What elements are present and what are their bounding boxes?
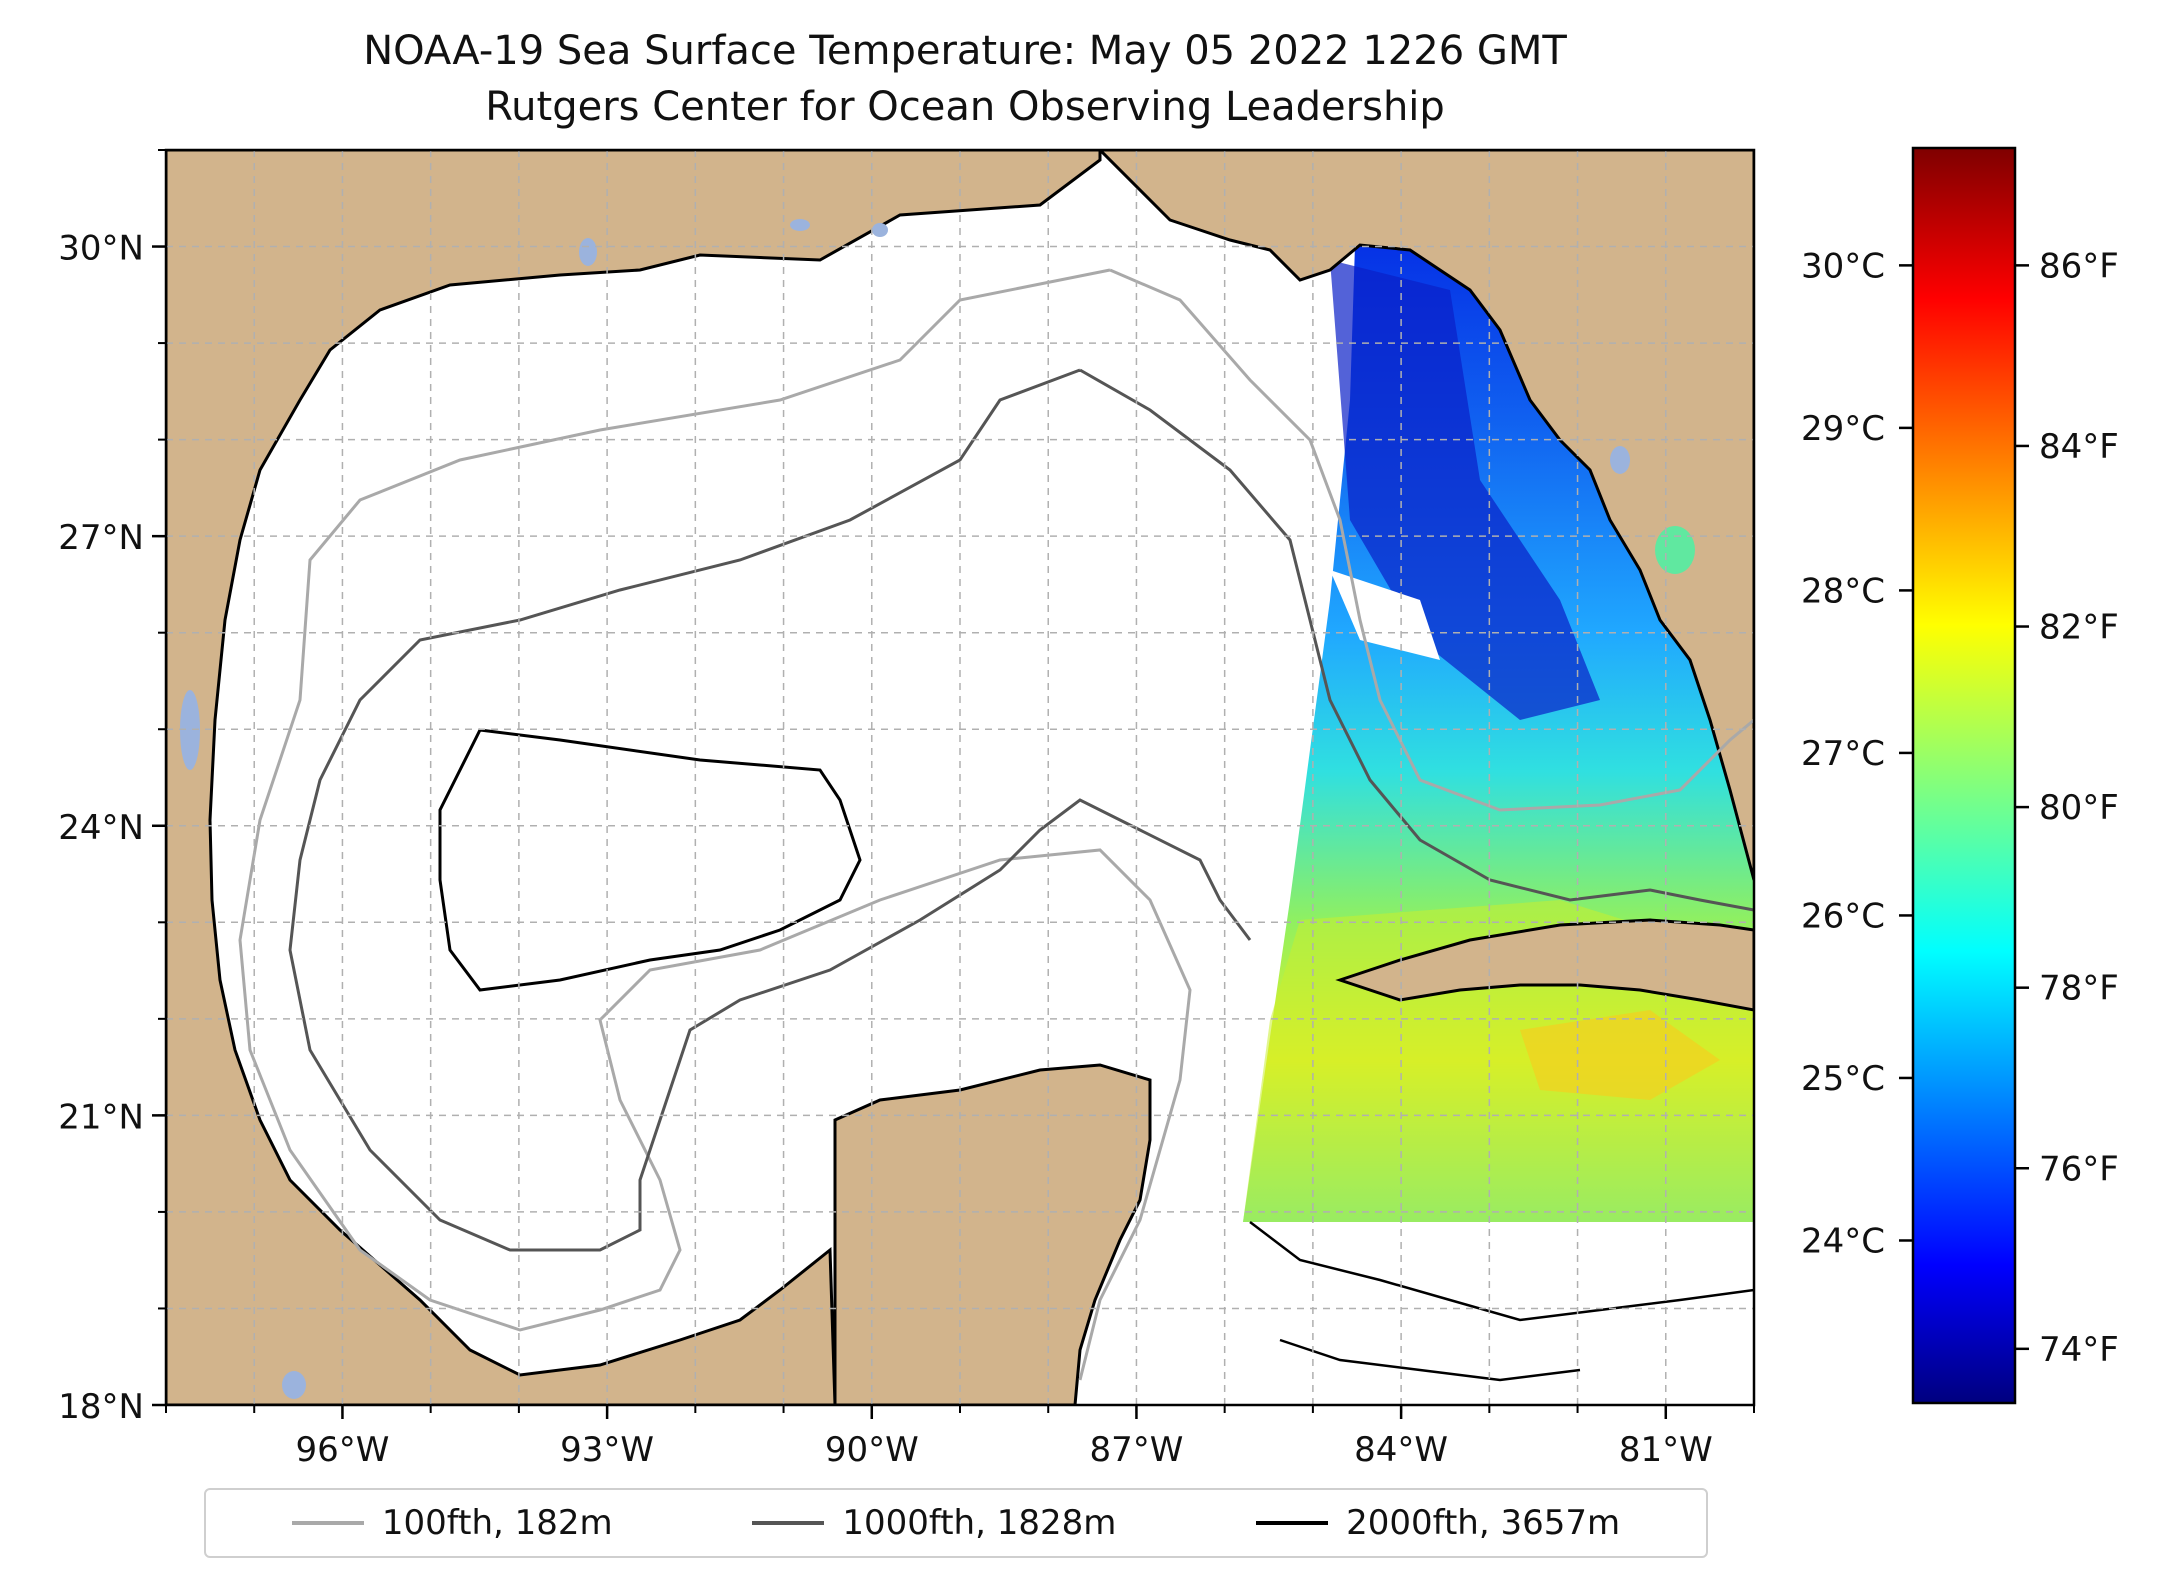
land-north-america-west xyxy=(166,150,1102,1405)
land xyxy=(166,150,1754,1405)
colorbar-c-label: 30°C xyxy=(1801,246,1885,286)
lat-tick-label: 18°N xyxy=(58,1387,144,1427)
lon-tick-label: 93°W xyxy=(560,1430,654,1470)
chart-title: NOAA-19 Sea Surface Temperature: May 05 … xyxy=(363,28,1567,74)
chart-subtitle: Rutgers Center for Ocean Observing Leade… xyxy=(485,84,1445,130)
lon-tick-label: 96°W xyxy=(295,1430,389,1470)
legend-item-100fth: 100fth, 182m xyxy=(291,1503,613,1543)
lat-tick-label: 27°N xyxy=(58,518,144,558)
lat-tick-label: 21°N xyxy=(58,1097,144,1137)
land-florida xyxy=(1097,150,1754,881)
legend-swatch-2000fth xyxy=(1256,1521,1329,1525)
colorbar-c-label: 24°C xyxy=(1801,1221,1885,1261)
lon-tick-label: 81°W xyxy=(1619,1430,1713,1470)
lon-tick-label: 84°W xyxy=(1354,1430,1448,1470)
legend-label-1000fth: 1000fth, 1828m xyxy=(842,1503,1117,1543)
legend-label-2000fth: 2000fth, 3657m xyxy=(1346,1503,1621,1543)
colorbar-f-label: 76°F xyxy=(2039,1149,2119,1189)
lat-tick-label: 30°N xyxy=(58,229,144,269)
colorbar-f-label: 86°F xyxy=(2039,246,2119,286)
colorbar-ticks: 86°F 84°F 82°F 80°F 78°F 76°F 74°F 30°C 29°C 28°C… xyxy=(1801,246,2119,1369)
land-yucatan xyxy=(833,1063,1152,1405)
colorbar-f-label: 82°F xyxy=(2039,608,2119,648)
lon-tick-label: 87°W xyxy=(1089,1430,1183,1470)
colorbar-c-label: 26°C xyxy=(1801,896,1885,936)
lat-tick-label: 24°N xyxy=(58,808,144,848)
lakes xyxy=(180,219,1695,1399)
colorbar-c-label: 29°C xyxy=(1801,409,1885,449)
colorbar-f-label: 74°F xyxy=(2039,1330,2119,1370)
lon-tick-label: 90°W xyxy=(825,1430,919,1470)
land-cuba xyxy=(1335,918,1754,1012)
colorbar-f-label: 80°F xyxy=(2039,788,2119,828)
legend-item-1000fth: 1000fth, 1828m xyxy=(752,1503,1116,1543)
colorbar-f-label: 78°F xyxy=(2039,969,2119,1009)
colorbar-f-label: 84°F xyxy=(2039,427,2119,467)
map-layers xyxy=(166,150,1754,1405)
legend-item-2000fth: 2000fth, 3657m xyxy=(1256,1503,1620,1543)
colorbar-gradient xyxy=(1911,146,2017,1405)
axis-ticks: 30°N 27°N 24°N 21°N 18°N 96°W 93°W 90°W 87°W 84°W… xyxy=(58,149,1755,1470)
grid-lines xyxy=(166,150,1754,1405)
colorbar-c-label: 27°C xyxy=(1801,734,1885,774)
legend: 100fth, 182m 1000fth, 1828m 2000fth, 365… xyxy=(204,1488,1708,1558)
legend-swatch-100fth xyxy=(291,1521,364,1525)
legend-swatch-1000fth xyxy=(752,1521,825,1525)
colorbar: 86°F 84°F 82°F 80°F 78°F 76°F 74°F 30°C 29°C 28°C… xyxy=(1801,146,2119,1405)
cloud-mask xyxy=(1330,570,1440,660)
contour-1000fth xyxy=(288,368,1754,1252)
bathymetry-contours xyxy=(238,268,1754,1382)
contour-100fth xyxy=(238,268,1754,1381)
contour-2000fth xyxy=(438,728,862,992)
legend-label-100fth: 100fth, 182m xyxy=(381,1503,613,1543)
colorbar-c-label: 28°C xyxy=(1801,571,1885,611)
colorbar-c-label: 25°C xyxy=(1801,1059,1885,1099)
